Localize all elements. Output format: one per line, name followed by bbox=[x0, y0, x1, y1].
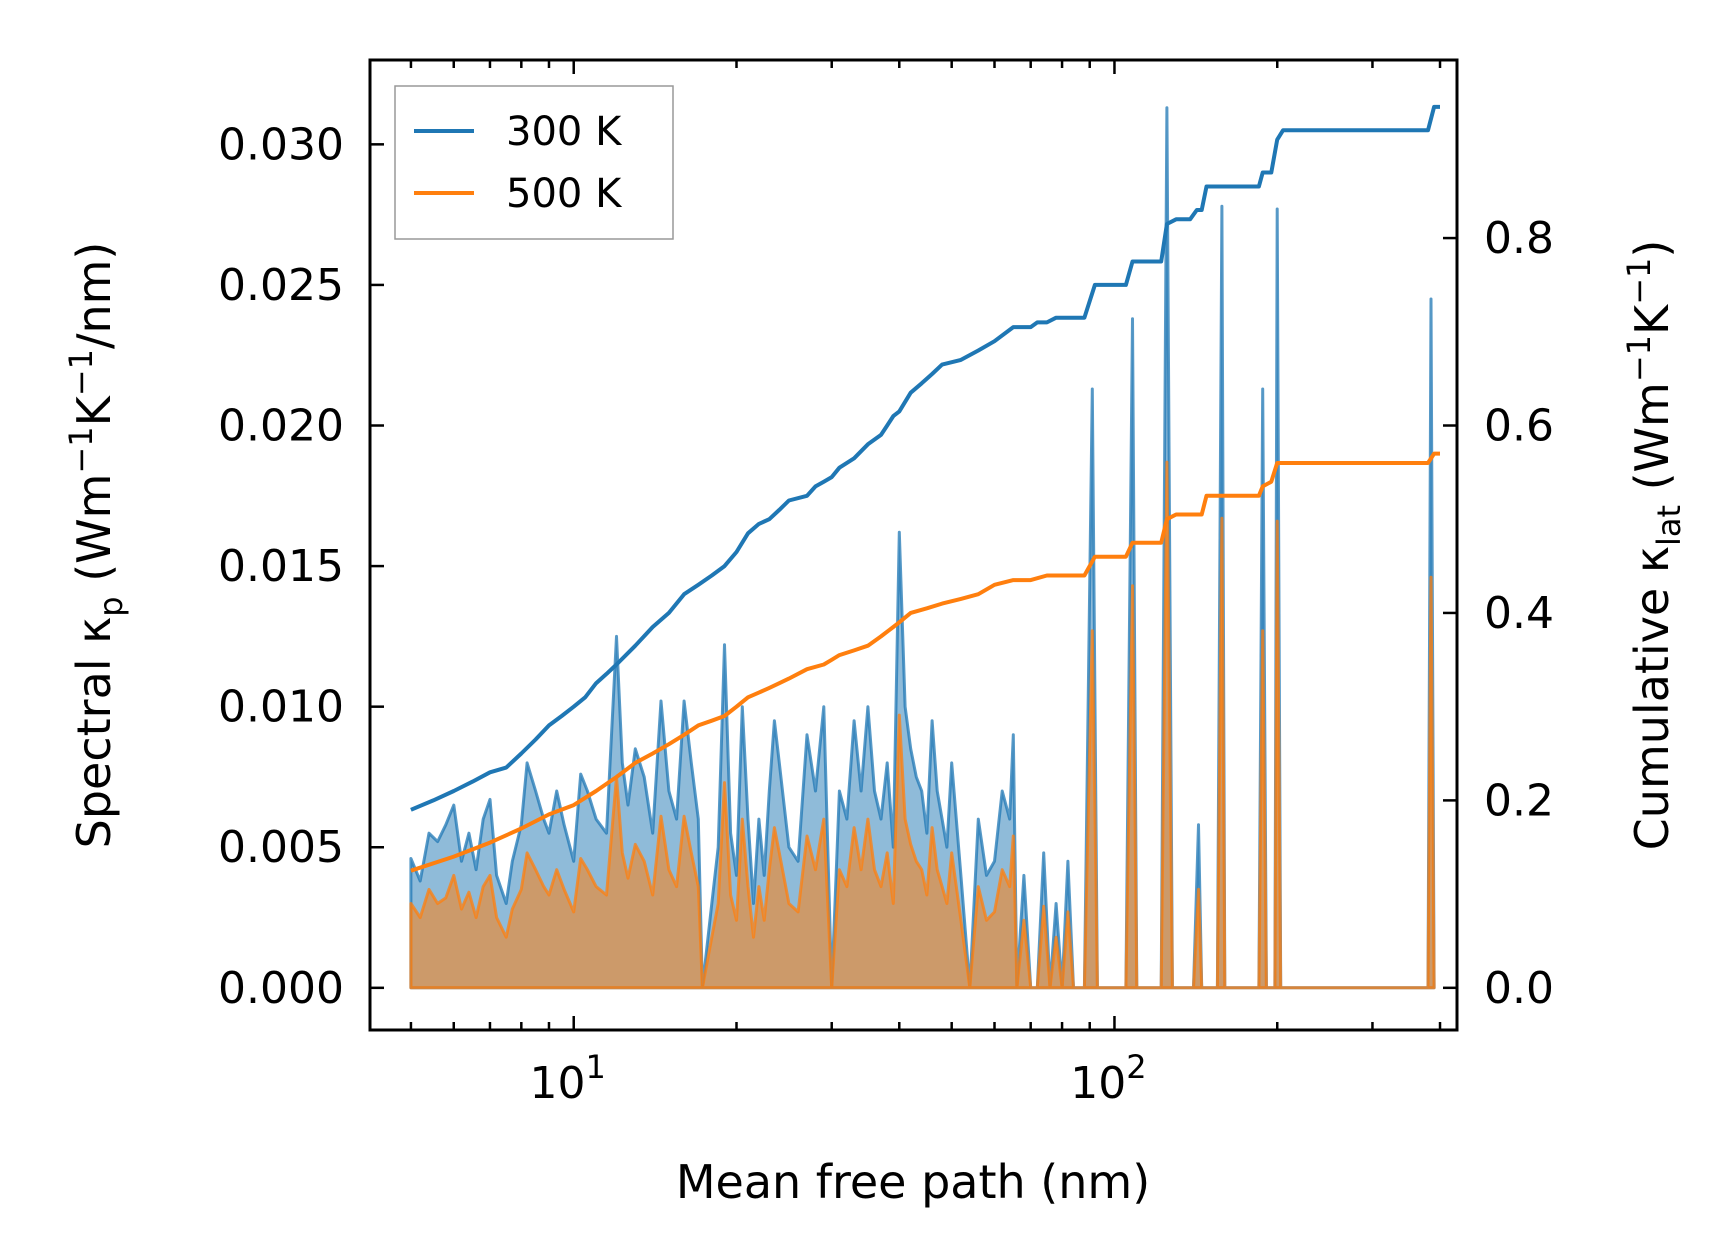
plot-frame bbox=[368, 58, 1459, 1032]
left-axis-label: Spectral κp (Wm−1K−1/nm) bbox=[62, 242, 130, 849]
left-tick-label: 0.000 bbox=[218, 963, 344, 1014]
left-tick-label: 0.010 bbox=[218, 682, 344, 733]
series-lines bbox=[410, 104, 1440, 873]
cumulative-line-300k bbox=[410, 104, 1440, 812]
legend-label-300k: 300 K bbox=[506, 109, 623, 155]
right-tick-label: 0.4 bbox=[1484, 588, 1554, 639]
left-tick-label: 0.020 bbox=[218, 401, 344, 452]
left-tick-label: 0.015 bbox=[218, 541, 344, 592]
right-tick-label: 0.0 bbox=[1484, 963, 1554, 1014]
spectral-area-300k bbox=[409, 106, 1436, 990]
x-tick-label: 101 bbox=[530, 1048, 606, 1109]
spectral-area-500k bbox=[409, 460, 1436, 990]
left-tick-label: 0.005 bbox=[218, 822, 344, 873]
right-axis-label: Cumulative κlat (Wm−1K−1) bbox=[1620, 240, 1688, 851]
spectral-fills bbox=[409, 106, 1436, 990]
cumulative-line-500k bbox=[410, 451, 1440, 873]
legend-label-500k: 500 K bbox=[506, 171, 623, 217]
x-tick-label: 102 bbox=[1070, 1048, 1146, 1109]
left-tick-label: 0.025 bbox=[218, 260, 344, 311]
left-tick-label: 0.030 bbox=[218, 119, 344, 170]
right-tick-label: 0.8 bbox=[1484, 213, 1554, 264]
axis-ticks: 0.000 0.005 0.010 0.015 0.020 0.025 0.030 0.0 0.… bbox=[218, 60, 1554, 1109]
x-axis-label: Mean free path (nm) bbox=[676, 1155, 1150, 1209]
legend-box bbox=[394, 85, 674, 240]
right-tick-label: 0.2 bbox=[1484, 775, 1554, 826]
legend: 300 K 500 K bbox=[394, 85, 674, 240]
right-tick-label: 0.6 bbox=[1484, 401, 1554, 452]
